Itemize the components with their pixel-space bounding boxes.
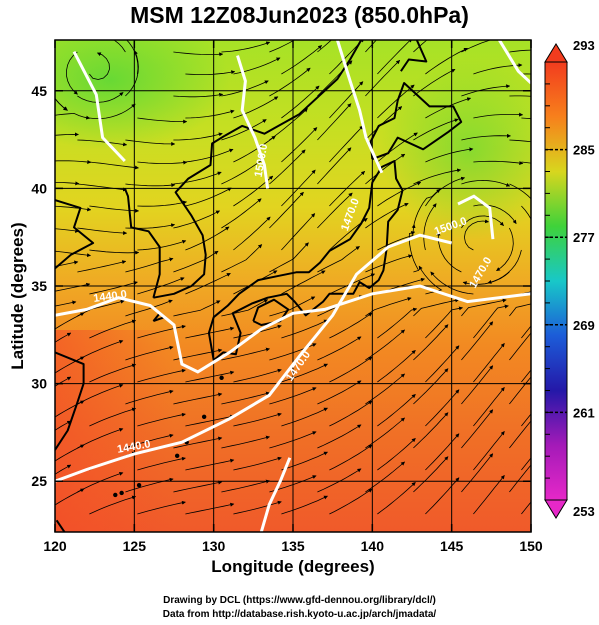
colorbar-min-label: 253 xyxy=(573,504,595,519)
x-tick-label: 125 xyxy=(123,538,147,554)
y-tick-label: 35 xyxy=(31,278,47,294)
x-axis-label: Longitude (degrees) xyxy=(211,557,375,576)
x-tick-label: 130 xyxy=(202,538,226,554)
contour-label: 1440.0 xyxy=(93,288,128,305)
warm-air-southwest xyxy=(55,330,175,532)
colorbar-bottom-arrow xyxy=(544,499,568,519)
contour-label: 1500.0 xyxy=(253,143,271,178)
y-tick-label: 30 xyxy=(31,376,47,392)
x-tick-label: 135 xyxy=(281,538,305,554)
height-contours xyxy=(55,40,531,532)
colorbar-tick-label: 277 xyxy=(573,230,595,245)
cool-air-northeast xyxy=(380,60,531,240)
colorbar-top-arrow xyxy=(544,43,568,63)
credits-data-source: Data from http://database.rish.kyoto-u.a… xyxy=(162,609,437,620)
y-tick-label: 45 xyxy=(31,83,47,99)
chart-title: MSM 12Z08Jun2023 (850.0hPa) xyxy=(130,2,469,28)
colorbar-tick-label: 285 xyxy=(573,143,595,158)
y-axis-ticks: 25 30 35 40 45 xyxy=(31,83,531,489)
credits-drawing: Drawing by DCL (https://www.gfd-dennou.o… xyxy=(163,595,436,606)
x-axis-ticks: 120 125 130 135 140 145 150 xyxy=(43,40,543,554)
y-tick-label: 25 xyxy=(31,473,47,489)
coastlines xyxy=(55,40,463,532)
cool-air-northwest xyxy=(55,40,230,150)
colorbar-tick-label: 261 xyxy=(573,405,595,420)
x-tick-label: 120 xyxy=(43,538,67,554)
colorbar-max-label: 293 xyxy=(573,38,595,53)
credits: Drawing by DCL (https://www.gfd-dennou.o… xyxy=(0,594,599,622)
colorbar-tick-label: 269 xyxy=(573,318,595,333)
contour-label: 1440.0 xyxy=(116,438,151,456)
x-tick-label: 150 xyxy=(519,538,543,554)
colorbar: 293 253 285 277 269 261 xyxy=(544,38,595,519)
wind-streamlines xyxy=(55,40,531,515)
x-tick-label: 140 xyxy=(361,538,385,554)
x-tick-label: 145 xyxy=(440,538,464,554)
y-tick-label: 40 xyxy=(31,180,47,196)
